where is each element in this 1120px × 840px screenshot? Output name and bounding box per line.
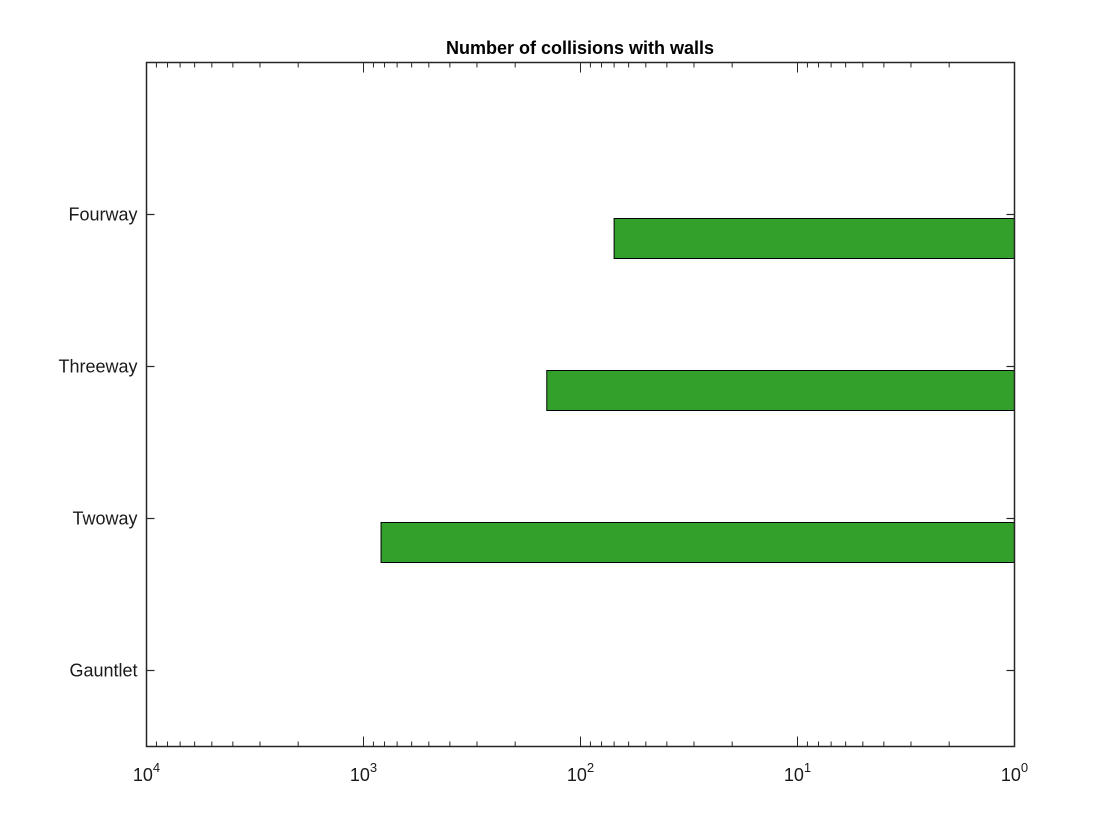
labels-layer: Gauntlet Twoway Threeway Fourway 104 103 102 10… [58,205,1028,786]
axes-box [145,61,1016,748]
ticks-layer [146,62,1015,747]
category-label: Gauntlet [69,661,137,681]
x-tick-label: 101 [784,760,811,785]
x-tick-label: 100 [1001,760,1028,785]
bar [380,522,1015,563]
category-label: Twoway [72,509,137,529]
x-tick-label: 102 [567,760,594,785]
category-label: Fourway [68,205,137,225]
bar [546,370,1015,411]
bar [613,218,1015,259]
x-tick-label: 104 [133,760,160,785]
chart-title: Number of collisions with walls [446,38,714,58]
bars-layer [380,218,1015,563]
x-tick-label: 103 [350,760,377,785]
category-label: Threeway [58,357,137,377]
